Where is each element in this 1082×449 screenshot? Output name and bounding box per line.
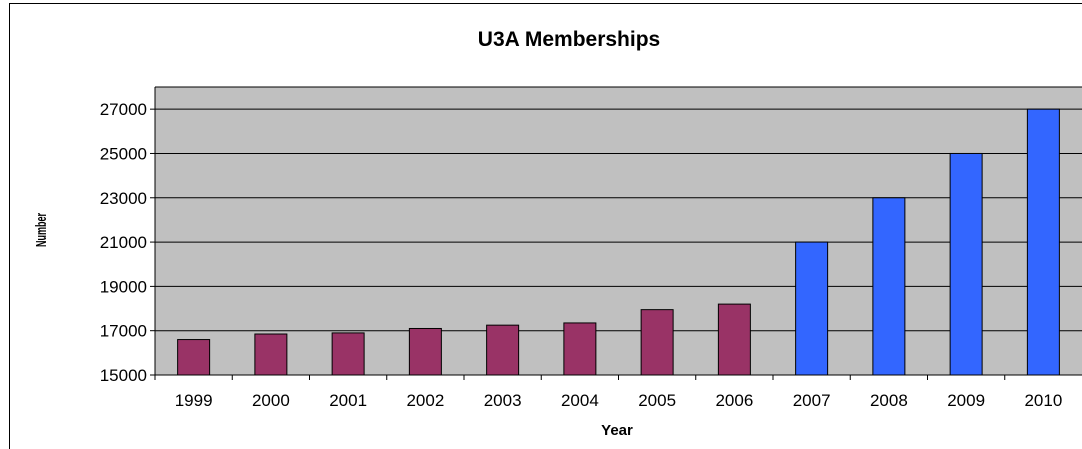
- x-tick-label: 2004: [561, 391, 599, 410]
- bar-2008: [872, 197, 906, 376]
- bar-2009: [949, 152, 983, 376]
- x-axis-title: Year: [601, 422, 633, 439]
- bar-2007: [795, 241, 829, 376]
- bar-2005: [640, 309, 674, 376]
- y-tick-label: 23000: [100, 189, 147, 208]
- bar-2010: [1026, 108, 1060, 376]
- x-tick-label: 2005: [638, 391, 676, 410]
- bar-2003: [486, 324, 520, 376]
- bar-2006: [717, 303, 751, 376]
- y-tick-label: 21000: [100, 233, 147, 252]
- x-tick-label: 2002: [406, 391, 444, 410]
- x-tick-label: 2007: [793, 391, 831, 410]
- y-tick-labels: 15000 17000 19000 21000 23000 25000 27000: [100, 100, 147, 385]
- y-tick-label: 17000: [100, 322, 147, 341]
- bar-2000: [254, 333, 288, 376]
- y-tick-label: 15000: [100, 366, 147, 385]
- bar-2002: [408, 327, 442, 376]
- y-tick-label: 27000: [100, 100, 147, 119]
- x-tick-label: 2010: [1024, 391, 1062, 410]
- chart-title: U3A Memberships: [478, 28, 660, 51]
- bar-2004: [563, 322, 597, 376]
- bar-1999: [177, 339, 211, 376]
- y-tick-label: 19000: [100, 277, 147, 296]
- x-tick-label: 1999: [175, 391, 213, 410]
- gridlines: [155, 108, 1082, 332]
- x-tick-label: 2009: [947, 391, 985, 410]
- y-tick-label: 25000: [100, 144, 147, 163]
- x-tick-label: 2001: [329, 391, 367, 410]
- x-tick-label: 2006: [715, 391, 753, 410]
- x-tick-labels: 1999 2000 2001 2002 2003 2004 2005 2006 2007 2008…: [175, 391, 1063, 410]
- x-tick-label: 2003: [484, 391, 522, 410]
- bar-2001: [331, 332, 365, 376]
- bars: [177, 108, 1060, 376]
- chart-frame: [9, 3, 1082, 449]
- plot-area: [155, 87, 1082, 375]
- x-tick-label: 2000: [252, 391, 290, 410]
- x-tick-label: 2008: [870, 391, 908, 410]
- y-axis-title: Number: [33, 213, 50, 247]
- axes: [150, 86, 1082, 380]
